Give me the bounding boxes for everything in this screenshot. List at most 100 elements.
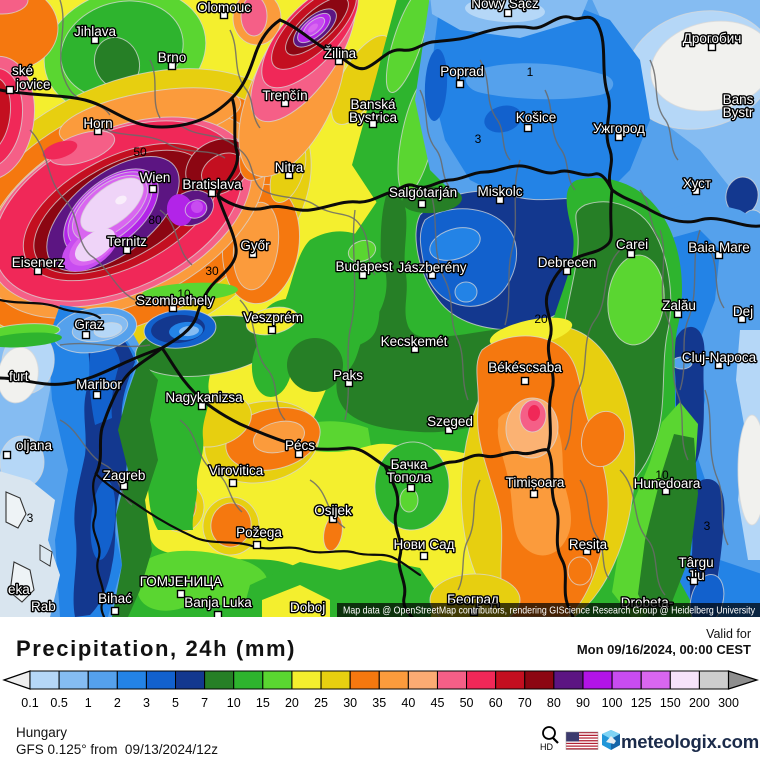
- svg-text:Osijek: Osijek: [314, 503, 352, 518]
- svg-text:Pécs: Pécs: [285, 438, 315, 453]
- svg-text:Jászberény: Jászberény: [397, 260, 466, 275]
- svg-text:10: 10: [655, 468, 669, 482]
- svg-text:10: 10: [177, 287, 191, 301]
- svg-text:Trenčín: Trenčín: [262, 88, 307, 103]
- svg-text:Győr: Győr: [240, 238, 270, 253]
- svg-text:Bihać: Bihać: [98, 591, 132, 606]
- svg-text:2: 2: [114, 696, 121, 710]
- svg-text:Szeged: Szeged: [427, 414, 473, 429]
- svg-text:Rab: Rab: [31, 599, 56, 614]
- svg-text:200: 200: [689, 696, 710, 710]
- svg-text:Debrecen: Debrecen: [538, 255, 597, 270]
- svg-text:Miskolc: Miskolc: [477, 184, 522, 199]
- svg-text:40: 40: [401, 696, 415, 710]
- svg-text:50: 50: [133, 145, 147, 159]
- svg-text:Ужгород: Ужгород: [593, 121, 645, 136]
- svg-text:Maribor: Maribor: [76, 377, 122, 392]
- svg-text:ské: ské: [12, 63, 33, 78]
- svg-text:80: 80: [547, 696, 561, 710]
- svg-text:Bystrica: Bystrica: [349, 110, 398, 125]
- svg-text:Cluj-Napoca: Cluj-Napoca: [682, 350, 757, 365]
- svg-text:Szombathely: Szombathely: [136, 293, 214, 308]
- svg-text:Baia Mare: Baia Mare: [688, 240, 750, 255]
- svg-text:150: 150: [660, 696, 681, 710]
- svg-text:Bans: Bans: [723, 92, 754, 107]
- svg-text:Veszprém: Veszprém: [243, 310, 303, 325]
- svg-text:3: 3: [704, 519, 711, 533]
- svg-text:90: 90: [576, 696, 590, 710]
- svg-text:60: 60: [489, 696, 503, 710]
- svg-text:1: 1: [527, 65, 534, 79]
- svg-text:Map data @ OpenStreetMap contr: Map data @ OpenStreetMap contributors, r…: [343, 605, 756, 617]
- svg-text:Budapest: Budapest: [335, 259, 392, 274]
- svg-text:45: 45: [431, 696, 445, 710]
- svg-text:Banja Luka: Banja Luka: [184, 595, 252, 610]
- svg-text:Poprad: Poprad: [440, 64, 484, 79]
- svg-text:meteologix.com: meteologix.com: [621, 731, 759, 752]
- svg-text:Bystr: Bystr: [723, 105, 754, 120]
- svg-text:Ternitz: Ternitz: [107, 234, 147, 249]
- svg-text:oljana: oljana: [16, 438, 53, 453]
- svg-text:0.1: 0.1: [21, 696, 38, 710]
- svg-text:Топола: Топола: [387, 470, 432, 485]
- svg-text:Bratislava: Bratislava: [182, 177, 242, 192]
- svg-text:Dej: Dej: [733, 304, 753, 319]
- svg-text:125: 125: [631, 696, 652, 710]
- svg-text:Kecskemét: Kecskemét: [381, 334, 448, 349]
- svg-text:furt: furt: [9, 369, 29, 384]
- svg-text:80: 80: [148, 213, 162, 227]
- svg-text:Бачка: Бачка: [391, 457, 428, 472]
- svg-text:3: 3: [27, 511, 34, 525]
- svg-text:Olomouc: Olomouc: [197, 0, 251, 15]
- svg-text:jovice: jovice: [15, 77, 51, 92]
- svg-text:Brno: Brno: [158, 50, 187, 65]
- svg-text:Târgu: Târgu: [678, 555, 713, 570]
- svg-text:Žilina: Žilina: [324, 46, 357, 61]
- svg-text:Хуст: Хуст: [683, 176, 711, 191]
- svg-text:5: 5: [172, 696, 179, 710]
- svg-text:eka: eka: [8, 582, 30, 597]
- svg-text:Дрогобич: Дрогобич: [683, 31, 742, 46]
- svg-text:Zagreb: Zagreb: [103, 468, 146, 483]
- svg-text:Nowy Sącz: Nowy Sącz: [471, 0, 539, 11]
- svg-text:0.5: 0.5: [50, 696, 67, 710]
- svg-text:Požega: Požega: [236, 525, 282, 540]
- svg-text:70: 70: [518, 696, 532, 710]
- svg-text:Banská: Banská: [350, 97, 396, 112]
- svg-text:20: 20: [534, 312, 548, 326]
- svg-text:3: 3: [475, 132, 482, 146]
- svg-text:Wien: Wien: [140, 170, 171, 185]
- svg-text:Nagykanizsa: Nagykanizsa: [165, 390, 243, 405]
- svg-text:Paks: Paks: [333, 368, 363, 383]
- svg-text:Нови Сад: Нови Сад: [393, 537, 454, 552]
- svg-text:Horn: Horn: [83, 116, 112, 131]
- svg-text:Eisenerz: Eisenerz: [12, 255, 65, 270]
- svg-text:Salgótarján: Salgótarján: [389, 185, 457, 200]
- svg-text:Virovitica: Virovitica: [209, 463, 264, 478]
- svg-text:Hunedoara: Hunedoara: [634, 476, 701, 491]
- svg-text:50: 50: [460, 696, 474, 710]
- svg-text:35: 35: [372, 696, 386, 710]
- svg-text:10: 10: [227, 696, 241, 710]
- svg-text:Nitra: Nitra: [275, 160, 304, 175]
- svg-text:30: 30: [343, 696, 357, 710]
- svg-text:Carei: Carei: [616, 237, 648, 252]
- svg-text:15: 15: [256, 696, 270, 710]
- svg-text:20: 20: [285, 696, 299, 710]
- svg-text:Békéscsaba: Békéscsaba: [488, 360, 562, 375]
- svg-text:HD: HD: [540, 742, 553, 752]
- svg-text:Resița: Resița: [569, 537, 608, 552]
- svg-text:30: 30: [205, 264, 219, 278]
- svg-text:100: 100: [602, 696, 623, 710]
- svg-text:Doboj: Doboj: [290, 600, 325, 615]
- svg-text:Zalău: Zalău: [662, 298, 696, 313]
- svg-text:300: 300: [718, 696, 739, 710]
- svg-text:1: 1: [85, 696, 92, 710]
- svg-text:7: 7: [201, 696, 208, 710]
- svg-text:25: 25: [314, 696, 328, 710]
- svg-text:ГОМЈЕНИЦА: ГОМЈЕНИЦА: [140, 574, 223, 589]
- svg-text:3: 3: [143, 696, 150, 710]
- svg-text:Timișoara: Timișoara: [506, 475, 565, 490]
- svg-text:Graz: Graz: [74, 317, 104, 332]
- svg-text:Jihlava: Jihlava: [74, 24, 117, 39]
